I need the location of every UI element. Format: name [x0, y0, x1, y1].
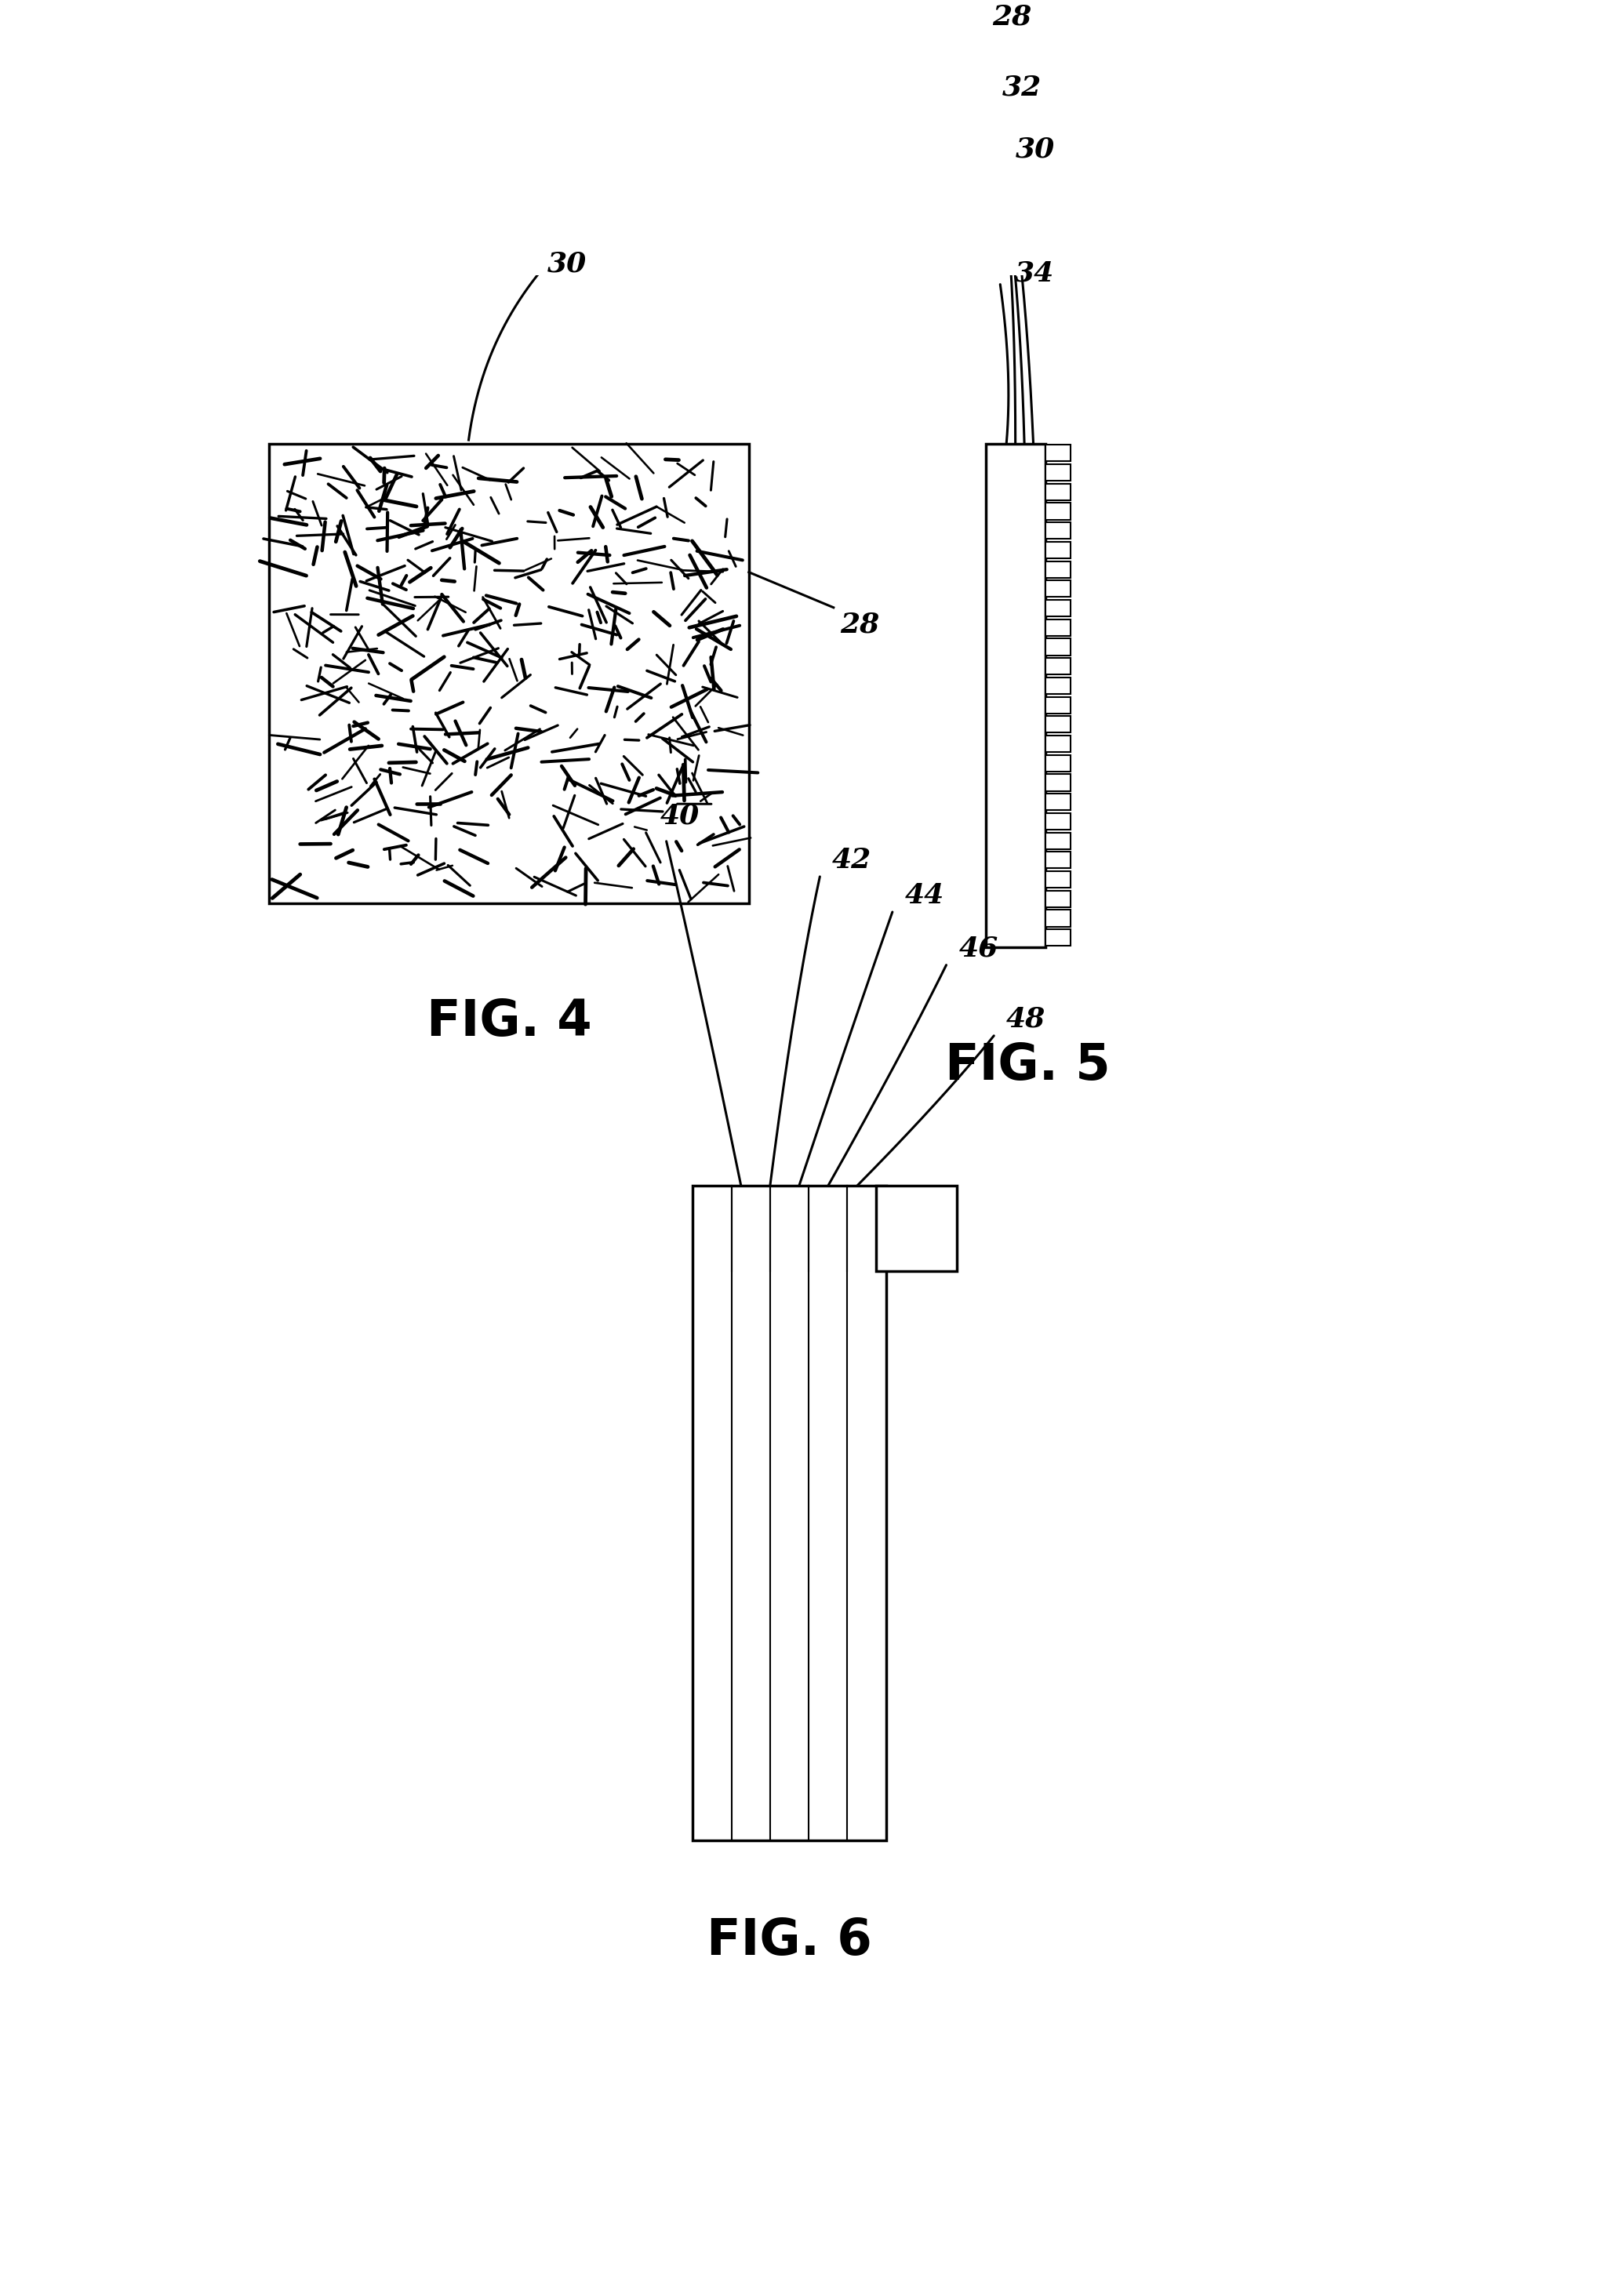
- Bar: [1045, 891, 1070, 907]
- Bar: [1045, 523, 1070, 540]
- Text: 48: 48: [1006, 1006, 1046, 1033]
- Bar: [1045, 735, 1070, 753]
- Bar: [1045, 794, 1070, 810]
- Bar: [876, 1187, 956, 1272]
- Bar: [1045, 464, 1070, 480]
- Text: 42: 42: [832, 847, 871, 872]
- Text: 46: 46: [959, 934, 998, 962]
- Bar: [1045, 677, 1070, 693]
- Text: 40: 40: [660, 801, 699, 829]
- Bar: [1045, 813, 1070, 829]
- Bar: [1045, 696, 1070, 714]
- Text: FIG. 4: FIG. 4: [426, 996, 591, 1047]
- Text: 30: 30: [1016, 135, 1054, 163]
- Bar: [1045, 503, 1070, 519]
- Text: FIG. 5: FIG. 5: [945, 1042, 1110, 1091]
- Bar: [1045, 909, 1070, 928]
- Text: 28: 28: [840, 611, 879, 638]
- Text: 34: 34: [1016, 259, 1054, 287]
- Bar: [1045, 581, 1070, 597]
- Bar: [1045, 852, 1070, 868]
- Text: 44: 44: [905, 882, 945, 909]
- Bar: [1045, 716, 1070, 732]
- Text: 32: 32: [1001, 73, 1041, 101]
- Bar: [1045, 659, 1070, 675]
- Bar: [1045, 599, 1070, 615]
- Bar: [1045, 930, 1070, 946]
- Bar: [1045, 542, 1070, 558]
- Text: 30: 30: [546, 250, 587, 278]
- Text: 28: 28: [992, 2, 1032, 30]
- Bar: [1045, 620, 1070, 636]
- Text: FIG. 6: FIG. 6: [707, 1917, 873, 1965]
- Bar: [1045, 445, 1070, 461]
- Bar: [1045, 870, 1070, 889]
- Bar: [985, 443, 1045, 948]
- Bar: [1045, 833, 1070, 850]
- Bar: [1045, 638, 1070, 654]
- Bar: [1045, 560, 1070, 579]
- Bar: [270, 443, 749, 902]
- Bar: [1045, 774, 1070, 790]
- Bar: [1045, 755, 1070, 771]
- Bar: [693, 1187, 885, 1839]
- Bar: [1045, 484, 1070, 501]
